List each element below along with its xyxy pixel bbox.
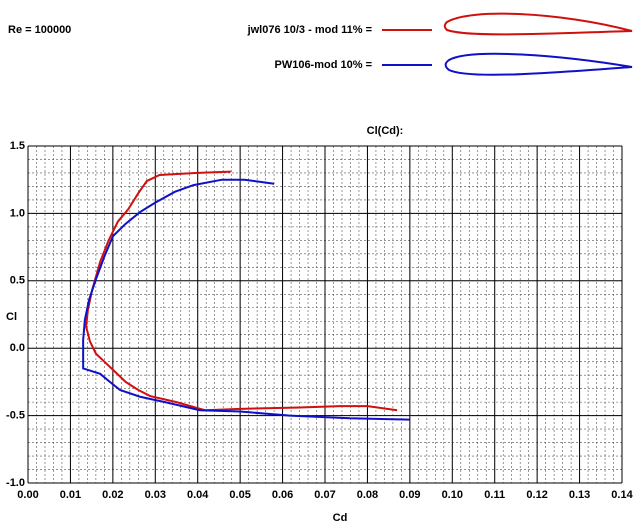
x-tick-label: 0.09 bbox=[399, 489, 420, 501]
series-line bbox=[85, 170, 398, 412]
x-tick-label: 0.13 bbox=[569, 489, 590, 501]
x-tick-label: 0.05 bbox=[229, 489, 250, 501]
x-tick-label: 0.02 bbox=[102, 489, 123, 501]
y-axis-label: Cl bbox=[6, 311, 17, 323]
x-tick-label: 0.00 bbox=[17, 489, 38, 501]
x-axis-label: Cd bbox=[333, 512, 348, 524]
x-tick-label: 0.07 bbox=[314, 489, 335, 501]
x-tick-label: 0.12 bbox=[526, 489, 547, 501]
airfoil-shape bbox=[444, 52, 633, 76]
legend-label: PW106-mod 10% = bbox=[274, 59, 372, 71]
y-tick-label: -0.5 bbox=[6, 410, 25, 422]
x-tick-label: 0.01 bbox=[60, 489, 81, 501]
x-tick-label: 0.04 bbox=[187, 489, 209, 501]
series-line bbox=[82, 178, 410, 421]
chart-title: Cl(Cd): bbox=[367, 125, 404, 137]
x-tick-label: 0.03 bbox=[145, 489, 166, 501]
y-tick-label: -1.0 bbox=[6, 477, 25, 489]
x-tick-label: 0.11 bbox=[484, 489, 505, 501]
y-tick-label: 1.5 bbox=[10, 140, 25, 152]
airfoil-shape bbox=[443, 12, 633, 36]
y-tick-label: 1.0 bbox=[10, 207, 25, 219]
legend-label: jwl076 10/3 - mod 11% = bbox=[247, 24, 372, 36]
x-tick-label: 0.08 bbox=[357, 489, 378, 501]
x-tick-label: 0.10 bbox=[442, 489, 463, 501]
y-tick-label: 0.5 bbox=[10, 275, 25, 287]
x-tick-label: 0.14 bbox=[611, 489, 633, 501]
x-tick-label: 0.06 bbox=[272, 489, 293, 501]
y-tick-label: 0.0 bbox=[10, 342, 25, 354]
header: Re = 100000 bbox=[8, 24, 71, 36]
